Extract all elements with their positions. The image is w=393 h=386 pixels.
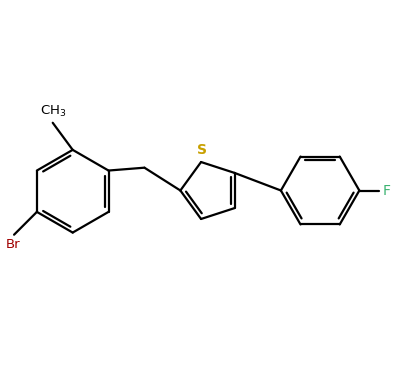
Text: S: S — [197, 143, 207, 157]
Text: F: F — [383, 183, 391, 198]
Text: CH$_3$: CH$_3$ — [40, 104, 67, 119]
Text: Br: Br — [6, 238, 20, 251]
